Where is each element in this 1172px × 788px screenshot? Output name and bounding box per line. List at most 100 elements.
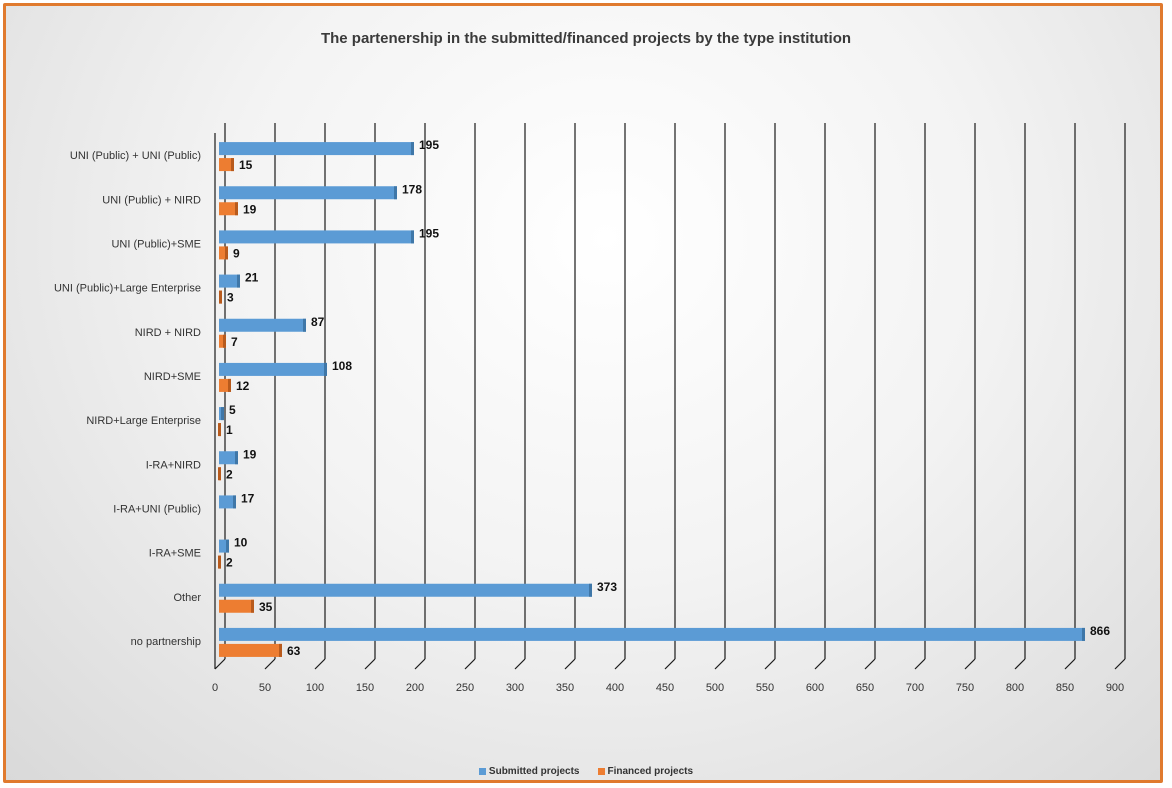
bar-end-face (231, 158, 234, 172)
bar-end-face (219, 290, 222, 304)
chart-frame: The partenership in the submitted/financ… (3, 3, 1163, 783)
bar-financed (219, 158, 234, 172)
data-label-financed: 7 (231, 335, 238, 349)
x-tick-label: 200 (406, 682, 424, 694)
data-label-financed: 15 (239, 158, 253, 172)
y-category-label: Other (173, 592, 201, 604)
y-category-label: I-RA+NIRD (146, 459, 201, 471)
bar-end-face (411, 230, 414, 244)
bar-submitted (219, 495, 236, 509)
gridline-x-slant (714, 658, 726, 670)
data-label-submitted: 373 (597, 580, 617, 594)
bar-end-face (235, 451, 238, 465)
x-tick-label: 650 (856, 682, 874, 694)
x-tick-label: 0 (212, 682, 218, 694)
gridline-x-slant (464, 658, 476, 670)
y-category-label: NIRD + NIRD (135, 327, 201, 339)
bar-submitted (219, 186, 397, 200)
x-tick-label: 500 (706, 682, 724, 694)
bar-end-face (279, 643, 282, 657)
bar-end-face (303, 318, 306, 332)
bar-end-face (226, 539, 229, 553)
bar-submitted (219, 274, 240, 288)
x-tick-label: 100 (306, 682, 324, 694)
data-label-financed: 63 (287, 644, 301, 658)
y-category-label: no partnership (131, 636, 201, 648)
bar-end-face (221, 407, 224, 421)
y-category-label: NIRD+SME (144, 371, 201, 383)
x-tick-label: 450 (656, 682, 674, 694)
legend-label-submitted: Submitted projects (488, 766, 580, 777)
bar-end-face (251, 599, 254, 613)
gridline-x-slant (214, 658, 226, 670)
bar-end-face (218, 423, 221, 437)
bar-financed (219, 202, 238, 216)
gridline-x-slant (364, 658, 376, 670)
y-category-label: UNI (Public) + UNI (Public) (70, 150, 201, 162)
bar-submitted (219, 142, 414, 156)
bar-end-face (218, 555, 221, 569)
gridline-x-slant (414, 658, 426, 670)
bar-chart-plot: 0 50 100 150 200 250 300 350 400 450 500 550 600 650 7… (54, 123, 1126, 694)
gridline-x-slant (1014, 658, 1026, 670)
y-category-label: UNI (Public)+SME (111, 238, 201, 250)
data-label-financed: 3 (227, 291, 234, 305)
chart-title: The partenership in the submitted/financ… (320, 30, 852, 47)
bar-end-face (235, 202, 238, 216)
bar-end-face (324, 362, 327, 376)
x-tick-label: 550 (756, 682, 774, 694)
bar-end-face (228, 378, 231, 392)
gridline-x-slant (964, 658, 976, 670)
gridline-x-slant (864, 658, 876, 670)
data-label-submitted: 10 (234, 536, 248, 550)
bar-end-face (233, 495, 236, 509)
data-label-financed: 19 (243, 202, 257, 216)
gridline-x-slant (914, 658, 926, 670)
gridline-x-slant (664, 658, 676, 670)
x-tick-label: 850 (1056, 682, 1074, 694)
bar-financed (219, 246, 228, 260)
data-label-financed: 2 (226, 467, 233, 481)
bar-financed (219, 643, 282, 657)
bar-end-face (394, 186, 397, 200)
x-tick-label: 900 (1106, 682, 1124, 694)
y-category-label: NIRD+Large Enterprise (86, 415, 201, 427)
bar-end-face (218, 467, 221, 481)
bar-submitted (219, 627, 1085, 641)
data-label-financed: 1 (226, 423, 233, 437)
data-label-submitted: 178 (402, 182, 422, 196)
chart-legend: Submitted projects Financed projects (6, 766, 1166, 777)
bar-submitted (219, 539, 229, 553)
gridline-x-slant (514, 658, 526, 670)
x-tick-label: 50 (259, 682, 271, 694)
bar-end-face (589, 583, 592, 597)
data-label-financed: 2 (226, 556, 233, 570)
gridline-x-slant (1114, 658, 1126, 670)
bar-submitted (219, 362, 327, 376)
gridline-x-slant (1064, 658, 1076, 670)
x-tick-label: 600 (806, 682, 824, 694)
x-tick-label: 150 (356, 682, 374, 694)
data-label-financed: 9 (233, 246, 240, 260)
data-label-financed: 35 (259, 600, 273, 614)
data-label-submitted: 87 (311, 315, 325, 329)
x-tick-label: 400 (606, 682, 624, 694)
x-tick-label: 700 (906, 682, 924, 694)
legend-swatch-submitted (478, 768, 486, 775)
data-label-submitted: 195 (419, 138, 439, 152)
x-tick-label: 750 (956, 682, 974, 694)
gridline-x-slant (314, 658, 326, 670)
gridline-x-slant (764, 658, 776, 670)
bar-submitted (219, 451, 238, 465)
gridline-x-slant (614, 658, 626, 670)
legend-swatch-financed (597, 768, 605, 775)
bar-submitted (219, 583, 592, 597)
legend-label-financed: Financed projects (607, 766, 694, 777)
y-category-label: UNI (Public)+Large Enterprise (54, 283, 201, 295)
bar-end-face (1082, 627, 1085, 641)
bar-end-face (223, 334, 226, 348)
y-category-label: I-RA+SME (149, 548, 201, 560)
data-label-submitted: 108 (332, 359, 352, 373)
gridline-x-slant (564, 658, 576, 670)
data-label-submitted: 17 (241, 491, 255, 505)
